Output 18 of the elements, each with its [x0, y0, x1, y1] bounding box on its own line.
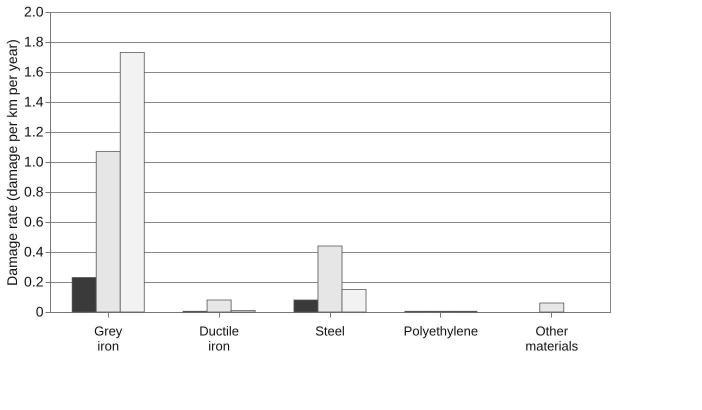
y-tick-label: 1.8	[24, 34, 44, 50]
x-tick-label: Other materials	[525, 324, 579, 354]
y-tick-label: 1.0	[24, 154, 44, 170]
x-tick-label: Ductile iron	[199, 324, 239, 354]
y-tick-label: 1.4	[24, 94, 44, 110]
y-tick-label: 0.4	[24, 244, 44, 260]
x-tick-label: Polyethylene	[404, 324, 478, 338]
x-tick-label: Steel	[315, 324, 345, 338]
y-tick-label: 0.8	[24, 184, 44, 200]
y-tick-label: 0.2	[24, 274, 44, 290]
y-tick-label: 0.6	[24, 214, 44, 230]
x-tick-label: Grey iron	[94, 324, 123, 354]
y-tick-label: 2.0	[24, 4, 44, 20]
y-tick-label: 0	[36, 304, 44, 320]
bar	[539, 302, 564, 312]
y-tick-label: 1.2	[24, 124, 44, 140]
y-tick-label: 1.6	[24, 64, 44, 80]
y-axis-title: Damage rate (damage per km per year)	[4, 39, 20, 286]
